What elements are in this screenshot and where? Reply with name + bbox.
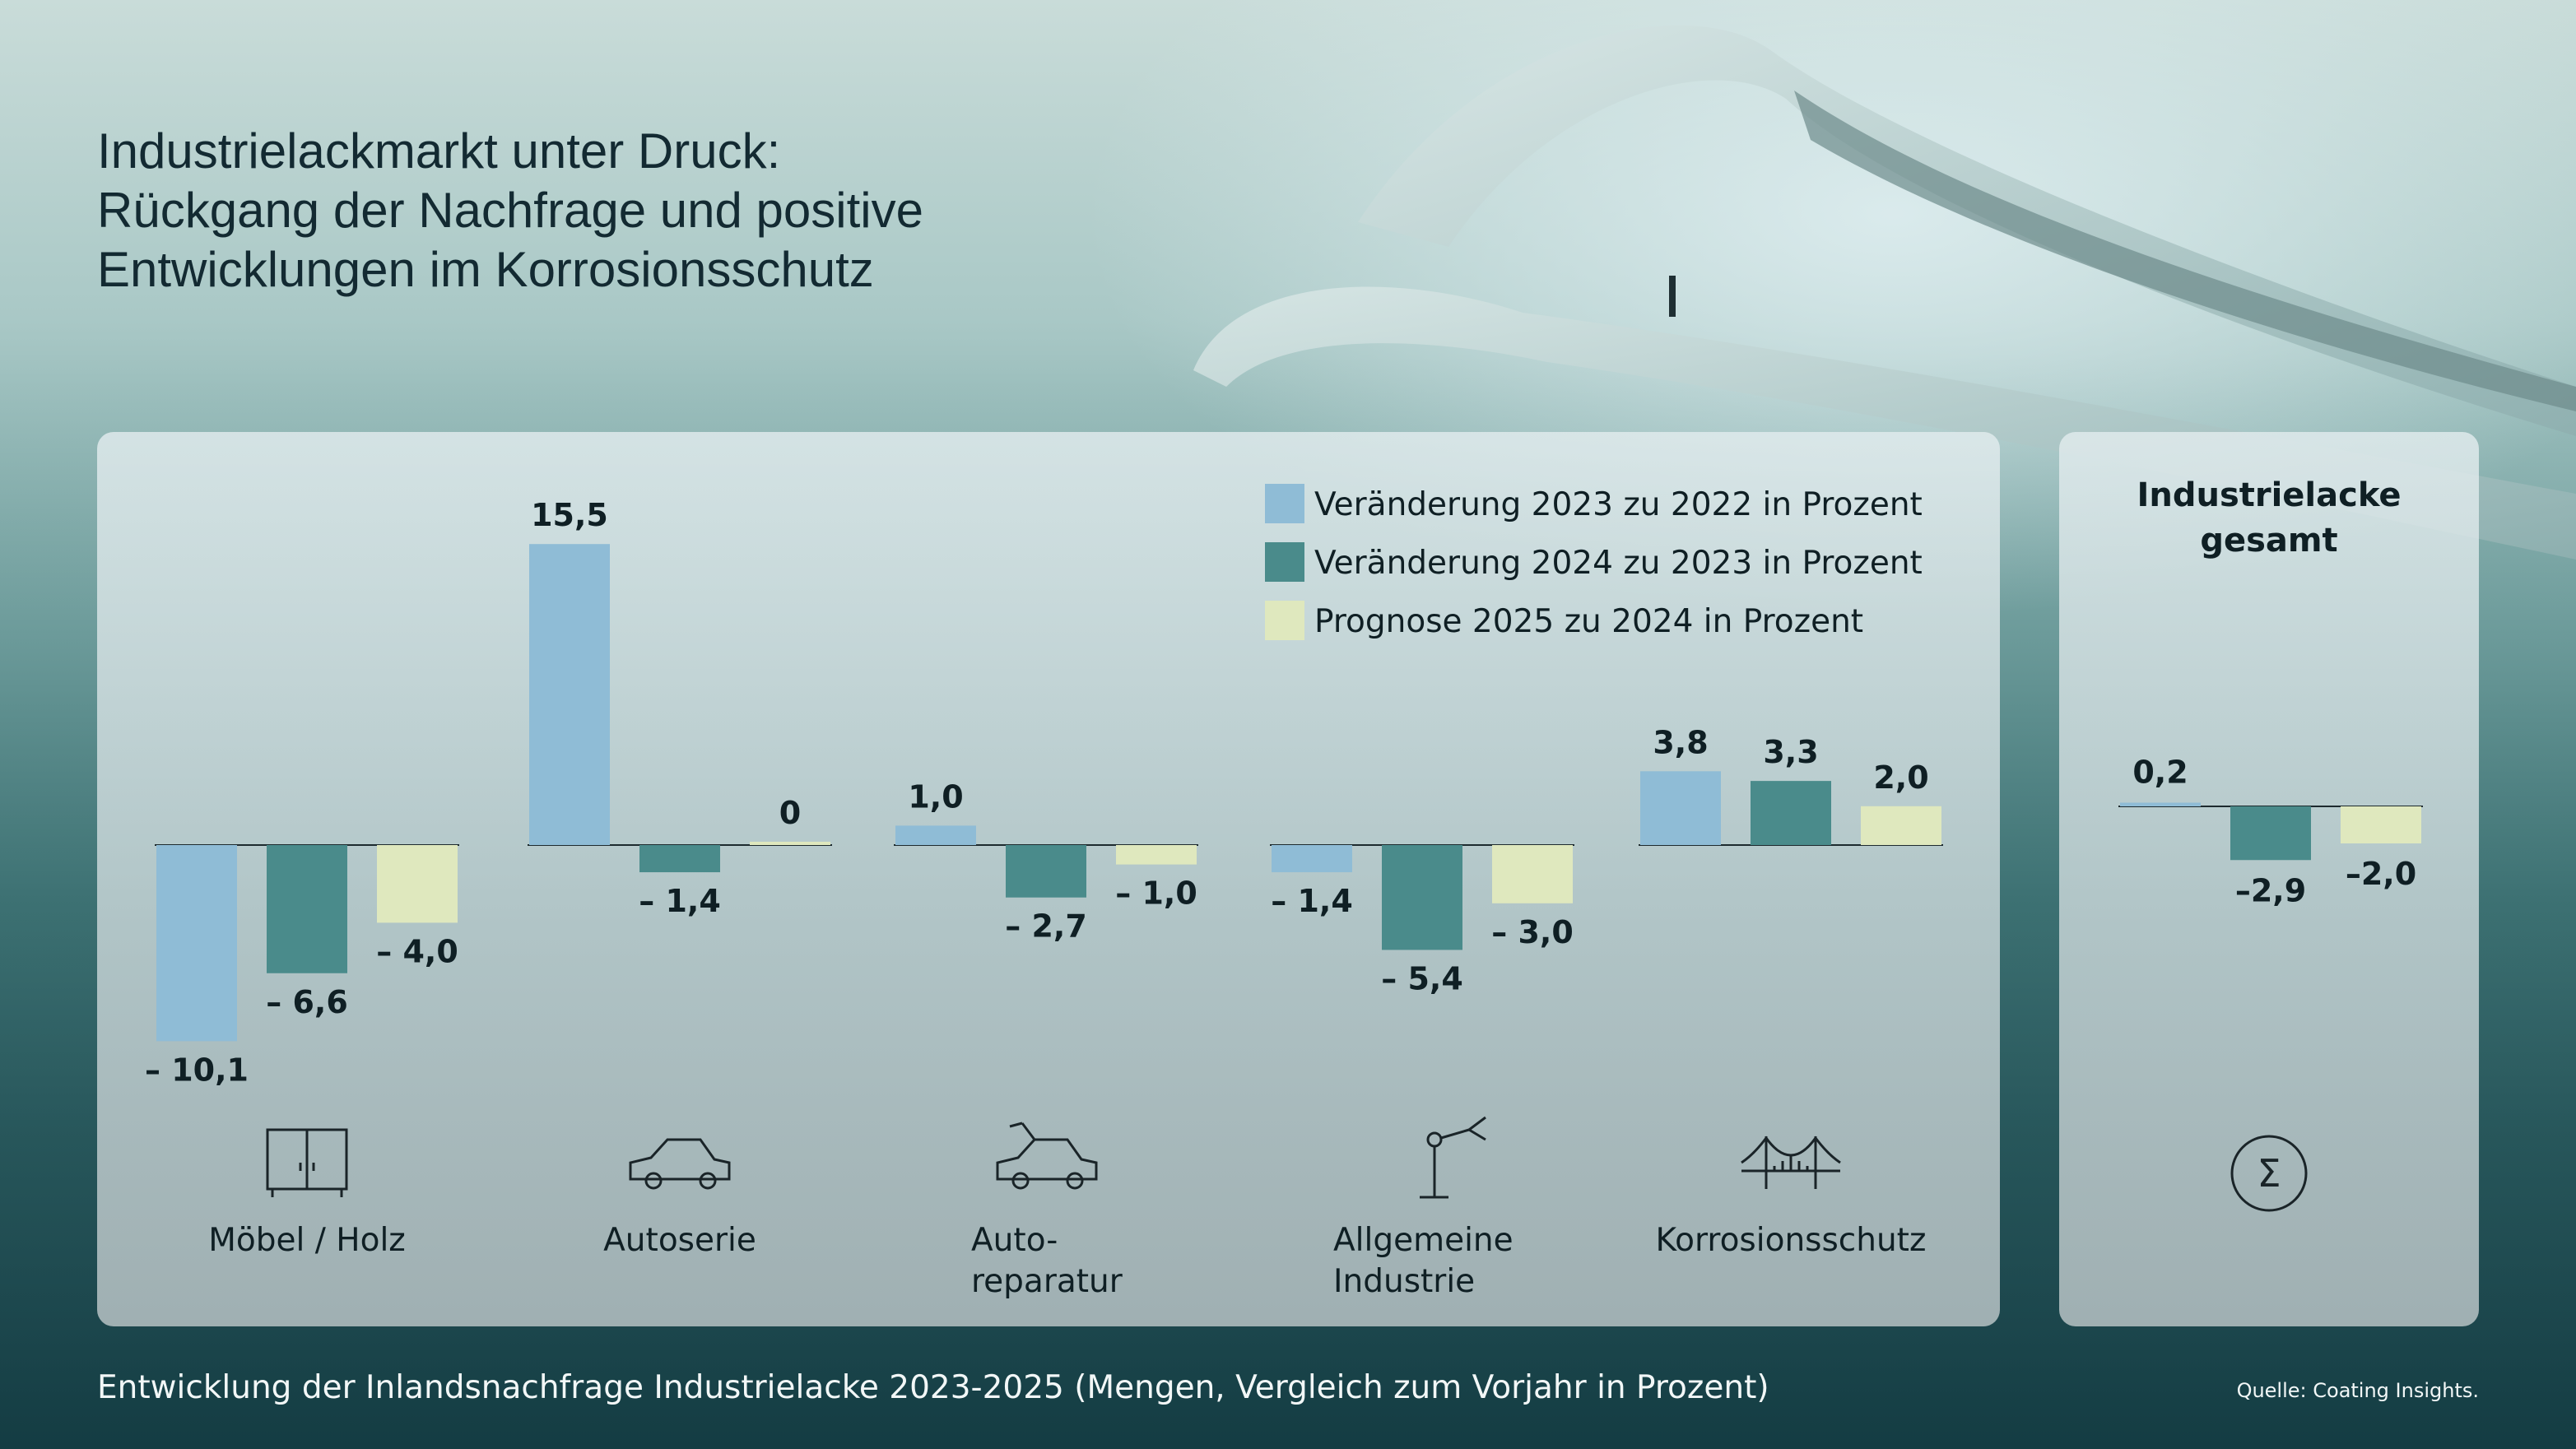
legend-swatch-2 — [1265, 542, 1304, 582]
bridge-arch — [1358, 25, 2576, 436]
sigma-icon: Σ — [2230, 1135, 2308, 1212]
category-label-3-2: reparatur — [971, 1263, 1123, 1300]
bar-label-5-2: 3,3 — [1763, 734, 1818, 770]
title-line-3: Entwicklungen im Korrosionsschutz — [97, 242, 874, 297]
bar-label-1-1: – 10,1 — [145, 1052, 249, 1088]
total-chart-panel — [2059, 432, 2479, 1326]
bar-4-1 — [1272, 845, 1352, 873]
bridge-railing — [1794, 91, 2576, 411]
bar-label-3-2: – 2,7 — [1005, 908, 1087, 945]
bar-4-3 — [1492, 845, 1573, 903]
bar-5-3 — [1861, 806, 1941, 845]
bar-5-2 — [1751, 781, 1831, 845]
source-note: Quelle: Coating Insights. — [2236, 1379, 2479, 1402]
chart-caption: Entwicklung der Inlandsnachfrage Industr… — [97, 1369, 1769, 1406]
category-label-4-1: Allgemeine — [1333, 1222, 1514, 1259]
total-bar-3 — [2341, 806, 2421, 843]
svg-text:Σ: Σ — [2257, 1151, 2281, 1196]
bar-1-3 — [377, 845, 458, 923]
total-bar-label-2: –2,9 — [2235, 872, 2306, 908]
bar-label-4-3: – 3,0 — [1491, 914, 1574, 950]
robot-arm-icon — [1420, 1116, 1486, 1199]
bar-3-2 — [1006, 845, 1086, 898]
bar-label-3-1: 1,0 — [908, 778, 963, 815]
bar-3-3 — [1116, 845, 1197, 865]
car-icon — [629, 1138, 731, 1190]
bridge-icon — [1741, 1136, 1841, 1189]
bar-2-1 — [529, 544, 610, 845]
bar-label-3-3: – 1,0 — [1115, 875, 1197, 912]
total-title-line-1: Industrielacke — [2137, 476, 2401, 514]
bar-label-1-3: – 4,0 — [376, 933, 458, 969]
bar-1-1 — [156, 845, 237, 1042]
legend-label-2: Veränderung 2024 zu 2023 in Prozent — [1314, 545, 1923, 582]
legend-swatch-3 — [1265, 601, 1304, 640]
legend-label-3: Prognose 2025 zu 2024 in Prozent — [1314, 603, 1863, 640]
category-label-5-1: Korrosionsschutz — [1656, 1222, 1927, 1259]
title-line-2: Rückgang der Nachfrage und positive — [97, 183, 923, 238]
total-bar-1 — [2120, 802, 2201, 806]
bar-label-2-1: 15,5 — [531, 497, 608, 533]
bar-label-4-2: – 5,4 — [1381, 960, 1463, 996]
bar-label-5-1: 3,8 — [1653, 724, 1708, 760]
bar-2-3 — [750, 842, 830, 845]
total-title-line-2: gesamt — [2200, 522, 2337, 560]
bar-1-2 — [267, 845, 347, 973]
bar-5-1 — [1640, 771, 1721, 845]
bar-label-4-1: – 1,4 — [1271, 883, 1353, 919]
bar-label-5-3: 2,0 — [1873, 759, 1928, 796]
total-bar-label-1: 0,2 — [2132, 755, 2188, 791]
page-title: Industrielackmarkt unter Druck: Rückgang… — [97, 122, 1167, 300]
bar-label-1-2: – 6,6 — [266, 984, 348, 1020]
category-label-2-1: Autoserie — [603, 1222, 756, 1259]
category-label-1-1: Möbel / Holz — [208, 1222, 406, 1259]
total-bar-label-3: –2,0 — [2346, 856, 2416, 892]
bar-2-2 — [639, 845, 720, 873]
total-bar-2 — [2230, 806, 2311, 861]
bar-label-2-3: 0 — [779, 795, 801, 831]
title-line-1: Industrielackmarkt unter Druck: — [97, 123, 781, 179]
bar-label-2-2: – 1,4 — [639, 883, 721, 919]
legend-label-1: Veränderung 2023 zu 2022 in Prozent — [1314, 486, 1923, 523]
cabinet-icon — [266, 1128, 348, 1197]
bridge-deck — [1193, 286, 2576, 560]
car-repair-icon — [996, 1122, 1098, 1190]
bar-4-2 — [1382, 845, 1462, 950]
category-label-3-1: Auto- — [971, 1222, 1058, 1259]
bar-3-1 — [895, 825, 976, 845]
legend-swatch-1 — [1265, 484, 1304, 523]
category-label-4-2: Industrie — [1333, 1263, 1475, 1300]
